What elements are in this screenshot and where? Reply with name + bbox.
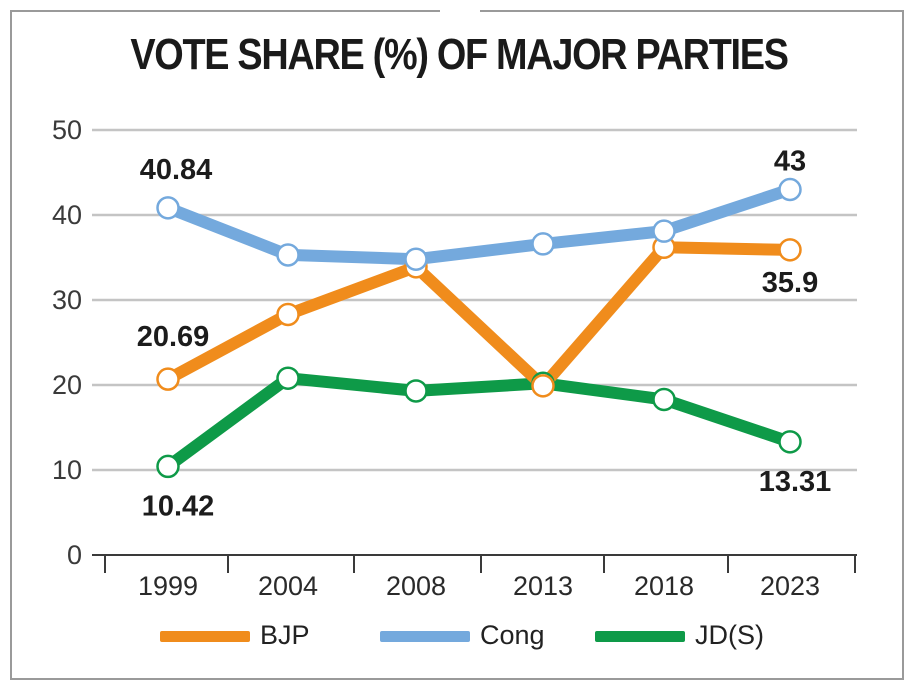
y-tick-label-10: 10 [52,455,82,485]
series-line-cong [162,183,796,266]
point-cong-2004 [276,243,300,267]
point-jds-2004 [276,366,300,390]
point-bjp-2013 [531,374,555,398]
y-tick-label-50: 50 [52,115,82,145]
y-tick-label-40: 40 [52,200,82,230]
point-bjp-2004 [276,302,300,327]
y-tick-label-20: 20 [52,370,82,400]
point-cong-2013 [531,232,555,256]
label-layer: 40.84 43 20.69 35.9 10.42 13.31 [137,146,832,523]
x-tick-label-1999: 1999 [138,571,198,601]
legend-label-bjp: BJP [260,620,310,650]
x-tick-label-2018: 2018 [634,571,694,601]
x-tick-label-2023: 2023 [760,571,820,601]
legend-label-jds: JD(S) [695,620,764,650]
data-label-bjp-1999: 20.69 [137,321,210,353]
legend-swatch-bjp [160,631,250,642]
legend-swatch-jds [595,631,685,642]
point-bjp-2023 [778,238,802,262]
point-bjp-1999 [156,367,180,391]
legend-swatch-cong [380,631,470,642]
point-cong-2023 [778,177,802,202]
x-tick-label-2013: 2013 [513,571,573,601]
point-jds-2008 [404,379,428,403]
y-tick-label-0: 0 [67,540,82,570]
legend: BJP Cong JD(S) [0,615,918,655]
legend-label-cong: Cong [480,620,545,650]
data-label-bjp-2023: 35.9 [762,267,818,299]
data-label-jds-1999: 10.42 [142,490,215,522]
x-tick-label-2004: 2004 [258,571,318,601]
point-jds-1999 [156,454,180,479]
point-jds-2023 [778,430,802,454]
point-cong-2018 [652,219,676,243]
chart-frame [10,10,904,680]
frame-gap [440,4,480,16]
data-label-jds-2023: 13.31 [759,466,832,498]
point-cong-2008 [404,247,428,271]
x-tick-label-2008: 2008 [386,571,446,601]
series-line-jds [162,372,796,473]
series-line-bjp [162,241,796,392]
y-tick-label-30: 30 [52,285,82,315]
point-jds-2018 [652,387,676,412]
chart-title: VOTE SHARE (%) OF MAJOR PARTIES [130,30,789,79]
series-layer [156,177,802,479]
point-cong-1999 [156,196,180,220]
axis-layer: 0 10 20 30 40 50 1999 2004 2008 2013 2018 2023 [52,115,857,601]
data-label-cong-2023: 43 [774,146,806,178]
data-label-cong-1999: 40.84 [140,154,213,186]
